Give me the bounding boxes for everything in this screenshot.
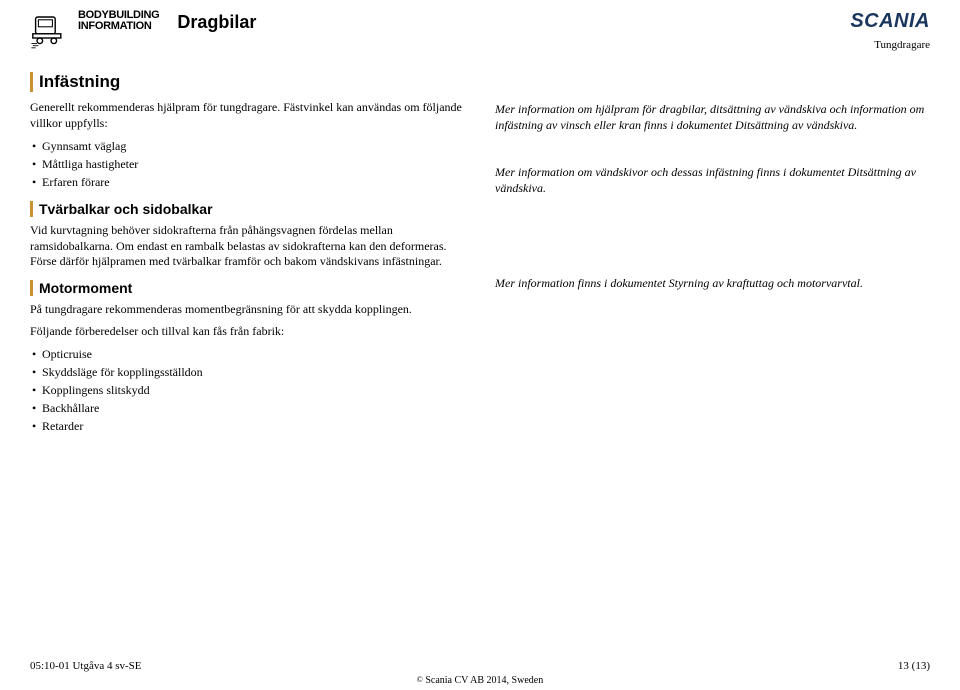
footer-right: 13 (13)	[898, 660, 930, 672]
footer-center-text: Scania CV AB 2014, Sweden	[423, 675, 543, 686]
left-column: Infästning Generellt rekommenderas hjälp…	[30, 66, 465, 443]
list-item: Skyddsläge för kopplingsställdon	[30, 363, 465, 381]
content-columns: Infästning Generellt rekommenderas hjälp…	[30, 66, 930, 443]
note-paragraph-1: Mer information om hjälpram för dragbila…	[495, 102, 930, 133]
brand-logo: SCANIA	[850, 10, 930, 33]
list-item: Retarder	[30, 417, 465, 435]
list-item: Måttliga hastigheter	[30, 155, 465, 173]
document-title: Dragbilar	[177, 12, 256, 33]
list-item: Backhållare	[30, 399, 465, 417]
logo-block: BODYBUILDING INFORMATION Dragbilar	[30, 10, 256, 52]
list-item: Erfaren förare	[30, 173, 465, 191]
paragraph-motormoment-1: På tungdragare rekommenderas momentbegrä…	[30, 302, 465, 318]
subsection-heading-motormoment: Motormoment	[30, 280, 465, 296]
truck-icon	[30, 10, 72, 52]
logo-text-line2: INFORMATION	[78, 21, 159, 32]
section-heading-infastning: Infästning	[30, 72, 465, 92]
paragraph-intro: Generellt rekommenderas hjälpram för tun…	[30, 100, 465, 131]
note-paragraph-3: Mer information finns i dokumentet Styrn…	[495, 276, 930, 292]
page-footer: 05:10-01 Utgåva 4 sv-SE 13 (13)	[30, 660, 930, 672]
logo-text-block: BODYBUILDING INFORMATION	[78, 10, 159, 32]
list-item: Kopplingens slitskydd	[30, 381, 465, 399]
brand-block: SCANIA Tungdragare	[850, 10, 930, 51]
right-column: Mer information om hjälpram för dragbila…	[495, 66, 930, 443]
footer-left: 05:10-01 Utgåva 4 sv-SE	[30, 660, 142, 672]
bullet-list-conditions: Gynnsamt väglag Måttliga hastigheter Erf…	[30, 137, 465, 191]
list-item: Gynnsamt väglag	[30, 137, 465, 155]
list-item: Opticruise	[30, 345, 465, 363]
subsection-heading-tvarbalkar: Tvärbalkar och sidobalkar	[30, 201, 465, 217]
brand-subtitle: Tungdragare	[850, 39, 930, 51]
note-paragraph-2: Mer information om vändskivor och dessas…	[495, 165, 930, 196]
footer-center: © Scania CV AB 2014, Sweden	[0, 675, 960, 686]
page-header: BODYBUILDING INFORMATION Dragbilar SCANI…	[30, 10, 930, 58]
bullet-list-options: Opticruise Skyddsläge för kopplingsställ…	[30, 345, 465, 435]
paragraph-tvarbalkar: Vid kurvtagning behöver sidokrafterna fr…	[30, 223, 465, 270]
paragraph-motormoment-2: Följande förberedelser och tillval kan f…	[30, 324, 465, 340]
